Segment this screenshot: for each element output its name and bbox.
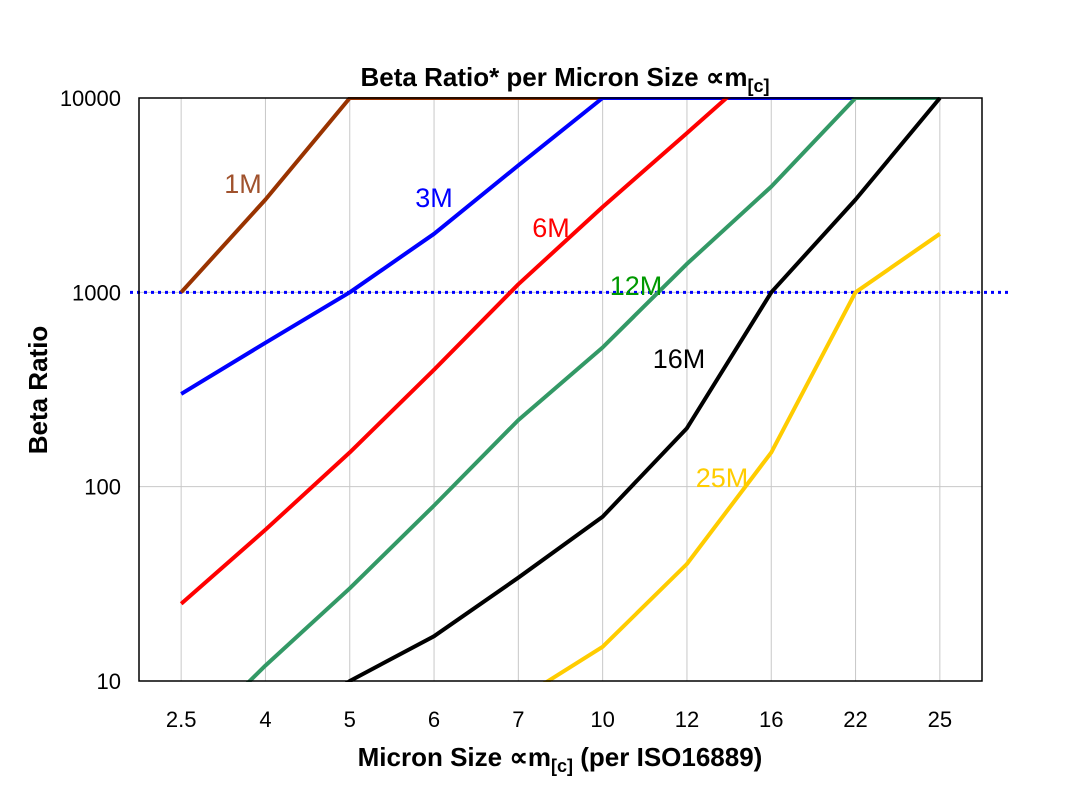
x-tick-label: 7 bbox=[512, 707, 524, 732]
x-tick-label: 22 bbox=[843, 707, 867, 732]
x-tick-label: 16 bbox=[759, 707, 783, 732]
x-tick-label: 10 bbox=[590, 707, 614, 732]
x-tick-labels: 2.5 4 5 6 7 10 12 16 22 25 bbox=[166, 707, 952, 732]
y-tick-label: 100 bbox=[84, 475, 121, 500]
x-tick-label: 25 bbox=[928, 707, 952, 732]
y-tick-label: 10000 bbox=[60, 86, 121, 111]
x-tick-label: 5 bbox=[344, 707, 356, 732]
chart-title: Beta Ratio* per Micron Size ∝m[c] bbox=[361, 62, 770, 96]
x-tick-label: 6 bbox=[428, 707, 440, 732]
grid bbox=[139, 97, 982, 682]
series-line-25M bbox=[542, 232, 942, 682]
x-tick-label: 4 bbox=[259, 707, 271, 732]
series-line-16M bbox=[344, 97, 942, 682]
x-tick-label: 2.5 bbox=[166, 707, 197, 732]
series-label-6M: 6M bbox=[532, 213, 570, 243]
x-axis-label: Micron Size ∝m[c] (per ISO16889) bbox=[358, 742, 763, 776]
series-label-12M: 12M bbox=[610, 271, 663, 301]
x-tick-label: 12 bbox=[675, 707, 699, 732]
y-tick-label: 1000 bbox=[72, 280, 121, 305]
y-tick-label: 10 bbox=[97, 669, 121, 694]
series-labels: 1M 3M 6M 12M 16M 25M bbox=[224, 169, 748, 493]
series-label-25M: 25M bbox=[696, 463, 749, 493]
y-tick-labels: 10 100 1000 10000 bbox=[60, 86, 121, 694]
y-axis-label: Beta Ratio bbox=[23, 326, 53, 455]
series-label-16M: 16M bbox=[653, 344, 706, 374]
series-line-6M bbox=[179, 97, 731, 606]
series-lines bbox=[179, 97, 942, 682]
series-line-12M bbox=[245, 97, 940, 682]
series-label-1M: 1M bbox=[224, 169, 262, 199]
series-label-3M: 3M bbox=[415, 183, 453, 213]
plot-border bbox=[138, 97, 983, 682]
